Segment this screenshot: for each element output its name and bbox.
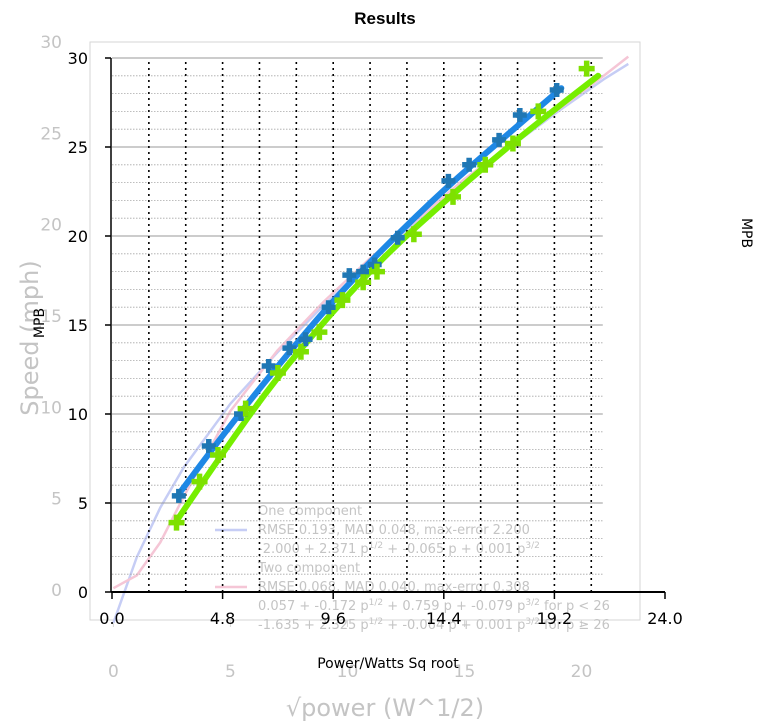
data-point: [441, 173, 456, 188]
y-tick-label: 25: [68, 138, 88, 157]
data-point: [261, 358, 276, 373]
data-point: [292, 343, 309, 360]
legend-entry-title: One component: [258, 504, 362, 519]
data-point: [504, 135, 521, 152]
data-point: [209, 446, 226, 463]
x-tick-label: 19.2: [537, 609, 573, 628]
data-point: [201, 439, 216, 454]
background-y-tick-label: 10: [40, 398, 62, 418]
y-tick-label: 5: [78, 494, 88, 513]
y-tick-label: 10: [68, 405, 88, 424]
background-x-tick-label: 10: [337, 662, 359, 682]
data-point: [342, 268, 357, 283]
data-point: [390, 230, 405, 245]
background-y-tick-label: 25: [40, 124, 62, 144]
y-tick-label: 0: [78, 583, 88, 602]
legend-entry-line: -1.635 + 2.325 p1/2 + -0.064 p + 0.001 p…: [258, 617, 610, 633]
data-point: [334, 292, 351, 309]
background-x-tick-label: 20: [571, 662, 593, 682]
fit-line: [173, 72, 602, 524]
data-point: [282, 341, 297, 356]
data-point: [298, 332, 313, 347]
data-point: [462, 157, 477, 172]
background-y-tick-label: 0: [51, 581, 62, 601]
foreground-chart: Results 0.0 4.8 9.6 14.4 19.2 24.0 0 5 10 15 20 25 30…: [32, 9, 754, 672]
background-y-tick-label: 20: [40, 216, 62, 236]
right-y-axis-label: MPB: [738, 218, 754, 248]
data-point: [237, 400, 254, 417]
x-axis-label: Power/Watts Sq root: [317, 656, 459, 672]
background-x-axis-label: √power (W^1/2): [286, 694, 484, 722]
x-tick-label: 0.0: [99, 609, 124, 628]
y-tick-label: 30: [68, 49, 88, 68]
y-tick-label: 15: [68, 316, 88, 335]
background-x-tick-label: 0: [108, 662, 119, 682]
background-plot-frame: [89, 41, 641, 621]
x-tick-label: 4.8: [210, 609, 235, 628]
legend-entry-line: 0.057 + -0.172 p1/2 + 0.759 p + -0.079 p…: [258, 598, 610, 614]
background-y-tick-label: 15: [40, 307, 62, 327]
y-axis-label: MPB: [32, 308, 48, 338]
chart-title: Results: [354, 9, 415, 28]
data-point: [578, 60, 595, 77]
background-fit-curve: [112, 55, 630, 590]
background-y-tick-label: 30: [40, 33, 62, 53]
data-point: [168, 514, 185, 531]
data-point: [311, 324, 328, 341]
data-point: [321, 300, 336, 315]
data-point: [445, 188, 462, 205]
legend-entry-title: Two component: [257, 561, 360, 576]
data-point: [405, 226, 422, 243]
x-tick-label: 9.6: [320, 609, 345, 628]
data-point: [355, 274, 372, 291]
legend-entry-line: -2.000 + 2.371 p1/2 + -0.065 p + 0.001 p…: [258, 541, 540, 557]
background-y-tick-label: 5: [51, 490, 62, 510]
x-tick-label: 24.0: [647, 609, 683, 628]
y-tick-label: 20: [68, 227, 88, 246]
background-x-tick-label: 15: [454, 662, 476, 682]
data-point: [191, 473, 208, 490]
data-point: [512, 107, 527, 122]
data-point: [171, 488, 186, 503]
background-x-tick-label: 5: [225, 662, 236, 682]
data-point: [492, 132, 507, 147]
background-y-axis-label: Speed (mph): [16, 260, 44, 415]
data-point: [549, 83, 564, 98]
legend-entry-line: RMSE 0.193, MAD 0.048, max-error 2.200: [258, 523, 530, 538]
data-point: [477, 156, 494, 173]
data-point: [368, 263, 385, 280]
x-tick-label: 14.4: [426, 609, 462, 628]
data-point: [269, 365, 286, 382]
data-point: [530, 103, 547, 120]
